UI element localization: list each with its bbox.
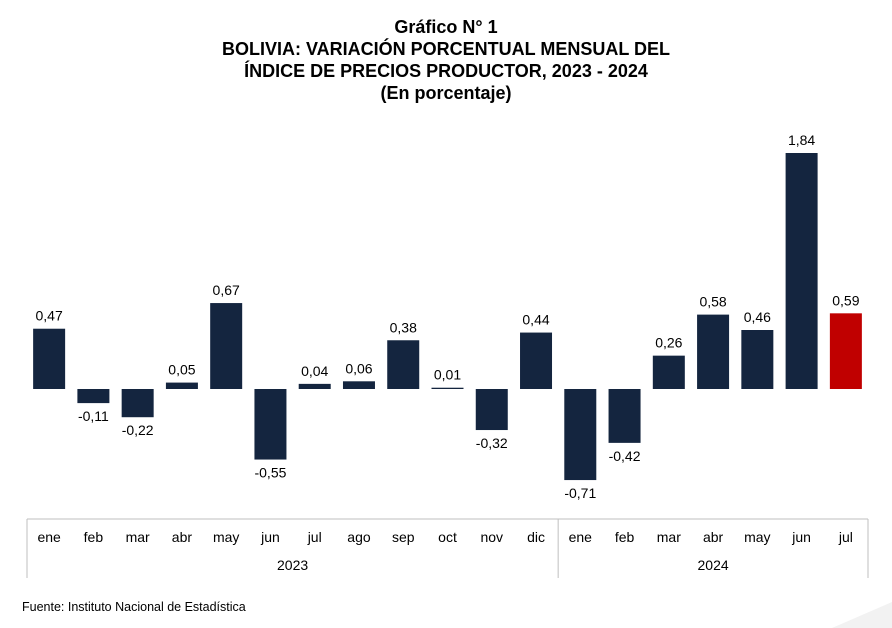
value-label-10: -0,32 — [476, 435, 508, 451]
value-label-18: 0,59 — [832, 292, 859, 308]
bar-1 — [77, 389, 110, 404]
category-label-10: nov — [480, 529, 503, 545]
bar-12 — [564, 389, 597, 481]
bar-10 — [475, 389, 508, 431]
category-label-1: feb — [84, 529, 104, 545]
value-label-16: 0,46 — [744, 309, 771, 325]
category-label-18: jul — [838, 529, 853, 545]
value-label-0: 0,47 — [36, 308, 63, 324]
category-label-6: jul — [307, 529, 322, 545]
chart-title-line-1: BOLIVIA: VARIACIÓN PORCENTUAL MENSUAL DE… — [221, 39, 670, 59]
value-label-7: 0,06 — [345, 360, 372, 376]
bar-16 — [741, 330, 774, 389]
category-label-4: may — [213, 529, 239, 545]
value-label-14: 0,26 — [655, 335, 682, 351]
source-note: Fuente: Instituto Nacional de Estadístic… — [22, 600, 246, 614]
value-label-4: 0,67 — [213, 282, 240, 298]
bar-8 — [387, 340, 420, 389]
category-label-2: mar — [126, 529, 150, 545]
bar-13 — [608, 389, 641, 443]
bar-2 — [121, 389, 154, 418]
value-label-5: -0,55 — [254, 465, 286, 481]
bar-5 — [254, 389, 287, 460]
bar-9 — [431, 387, 464, 389]
category-label-17: jun — [791, 529, 811, 545]
value-label-8: 0,38 — [390, 319, 417, 335]
value-label-17: 1,84 — [788, 132, 815, 148]
bar-18 — [829, 313, 862, 389]
value-label-2: -0,22 — [122, 422, 154, 438]
bar-15 — [697, 314, 730, 389]
bar-11 — [520, 332, 553, 389]
bar-14 — [652, 355, 685, 389]
value-label-11: 0,44 — [522, 312, 549, 328]
chart-title-line-2: ÍNDICE DE PRECIOS PRODUCTOR, 2023 - 2024 — [244, 61, 648, 81]
value-label-12: -0,71 — [564, 485, 596, 501]
bar-3 — [165, 382, 198, 389]
category-label-0: ene — [37, 529, 61, 545]
year-label-0: 2023 — [277, 557, 308, 573]
value-label-3: 0,05 — [168, 362, 195, 378]
bar-7 — [342, 381, 375, 389]
bar-4 — [210, 303, 243, 389]
category-label-12: ene — [569, 529, 593, 545]
chart-number: Gráfico N° 1 — [394, 17, 498, 37]
year-label-1: 2024 — [698, 557, 729, 573]
value-label-1: -0,11 — [78, 408, 109, 424]
category-label-13: feb — [615, 529, 635, 545]
bar-6 — [298, 383, 331, 389]
bar-0 — [33, 328, 66, 389]
value-label-9: 0,01 — [434, 367, 461, 383]
category-label-8: sep — [392, 529, 415, 545]
bar-17 — [785, 153, 818, 389]
chart-title-block: Gráfico N° 1 BOLIVIA: VARIACIÓN PORCENTU… — [0, 16, 892, 104]
corner-decoration — [832, 602, 892, 628]
category-label-16: may — [744, 529, 770, 545]
category-label-3: abr — [172, 529, 193, 545]
category-label-15: abr — [703, 529, 724, 545]
chart-unit: (En porcentaje) — [380, 83, 512, 103]
category-label-5: jun — [260, 529, 280, 545]
category-label-7: ago — [347, 529, 371, 545]
value-label-6: 0,04 — [301, 363, 328, 379]
category-label-9: oct — [438, 529, 457, 545]
category-label-14: mar — [657, 529, 681, 545]
value-label-13: -0,42 — [609, 448, 641, 464]
category-label-11: dic — [527, 529, 545, 545]
value-label-15: 0,58 — [699, 294, 726, 310]
